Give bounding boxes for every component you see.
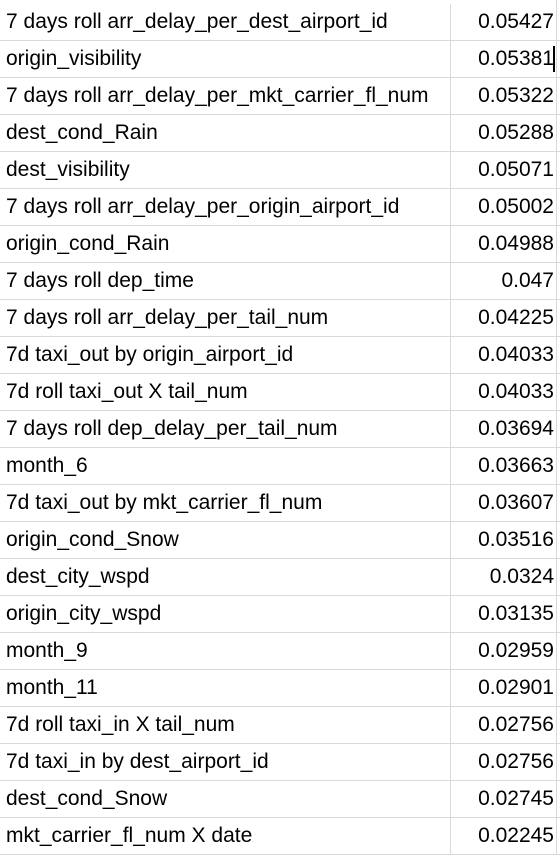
feature-name-cell[interactable]: dest_visibility	[0, 152, 451, 188]
feature-name-cell[interactable]: origin_visibility	[0, 41, 451, 77]
importance-value-cell[interactable]: 0.03694	[478, 417, 554, 440]
feature-name-cell[interactable]: 7 days roll dep_delay_per_tail_num	[0, 411, 451, 447]
table-row: 7 days roll arr_delay_per_dest_airport_i…	[0, 4, 560, 41]
importance-value-cell[interactable]: 0.04225	[478, 306, 554, 329]
feature-name-cell[interactable]: 7 days roll arr_delay_per_origin_airport…	[0, 189, 451, 225]
importance-value-cell[interactable]: 0.02745	[478, 787, 554, 810]
table-row: origin_visibility 0.05381	[0, 41, 560, 78]
importance-value-cell[interactable]: 0.05071	[478, 158, 554, 181]
table-row: origin_cond_Snow 0.03516	[0, 522, 560, 559]
feature-name-cell[interactable]: 7 days roll dep_time	[0, 263, 451, 299]
feature-name-cell[interactable]: month_6	[0, 448, 451, 484]
importance-value-cell[interactable]: 0.05002	[478, 195, 554, 218]
table-row: month_11 0.02901	[0, 670, 560, 707]
importance-value-cell[interactable]: 0.04033	[478, 343, 554, 366]
table-row: 7d taxi_out by mkt_carrier_fl_num 0.03607	[0, 485, 560, 522]
column-divider	[556, 0, 557, 855]
importance-value-cell[interactable]: 0.03135	[478, 602, 554, 625]
table-row: origin_cond_Rain 0.04988	[0, 226, 560, 263]
importance-value-cell[interactable]: 0.03663	[478, 454, 554, 477]
importance-value-cell[interactable]: 0.03607	[478, 491, 554, 514]
importance-value-cell[interactable]: 0.05288	[478, 121, 554, 144]
importance-value-cell[interactable]: 0.02245	[478, 824, 554, 847]
table-row: 7d roll taxi_out X tail_num 0.04033	[0, 374, 560, 411]
importance-value-cell[interactable]: 0.02959	[478, 639, 554, 662]
table-row: dest_visibility 0.05071	[0, 152, 560, 189]
importance-value-cell[interactable]: 0.02756	[478, 713, 554, 736]
feature-name-cell[interactable]: 7d taxi_in by dest_airport_id	[0, 744, 451, 780]
importance-value-cell[interactable]: 0.04988	[478, 232, 554, 255]
feature-name-cell[interactable]: origin_cond_Snow	[0, 522, 451, 558]
importance-value-cell[interactable]: 0.04033	[478, 380, 554, 403]
feature-name-cell[interactable]: 7d taxi_out by origin_airport_id	[0, 337, 451, 373]
table-row: dest_city_wspd 0.0324	[0, 559, 560, 596]
feature-name-cell[interactable]: 7d roll taxi_out X tail_num	[0, 374, 451, 410]
feature-name-cell[interactable]: 7d roll taxi_in X tail_num	[0, 707, 451, 743]
feature-name-cell[interactable]: 7 days roll arr_delay_per_dest_airport_i…	[0, 4, 451, 40]
feature-name-cell[interactable]: 7 days roll arr_delay_per_mkt_carrier_fl…	[0, 78, 451, 114]
importance-value-cell[interactable]: 0.047	[501, 269, 554, 292]
table-row: 7 days roll arr_delay_per_origin_airport…	[0, 189, 560, 226]
text-cursor	[553, 46, 555, 72]
table-row: mkt_carrier_fl_num X date 0.02245	[0, 818, 560, 855]
table-row: 7 days roll dep_delay_per_tail_num 0.0369…	[0, 411, 560, 448]
feature-name-cell[interactable]: 7 days roll arr_delay_per_tail_num	[0, 300, 451, 336]
table-row: dest_cond_Rain 0.05288	[0, 115, 560, 152]
table-row: month_9 0.02959	[0, 633, 560, 670]
feature-name-cell[interactable]: dest_cond_Rain	[0, 115, 451, 151]
importance-value-cell[interactable]: 0.02901	[478, 676, 554, 699]
feature-name-cell[interactable]: 7d taxi_out by mkt_carrier_fl_num	[0, 485, 451, 521]
table-row: 7d roll taxi_in X tail_num 0.02756	[0, 707, 560, 744]
feature-name-cell[interactable]: dest_cond_Snow	[0, 781, 451, 817]
feature-name-cell[interactable]: mkt_carrier_fl_num X date	[0, 818, 451, 854]
feature-name-cell[interactable]: origin_cond_Rain	[0, 226, 451, 262]
table-row: 7 days roll arr_delay_per_tail_num 0.0422…	[0, 300, 560, 337]
table-row: month_6 0.03663	[0, 448, 560, 485]
table-row: dest_cond_Snow 0.02745	[0, 781, 560, 818]
table-row: 7 days roll arr_delay_per_mkt_carrier_fl…	[0, 78, 560, 115]
table-row: 7d taxi_in by dest_airport_id 0.02756	[0, 744, 560, 781]
importance-value-cell[interactable]: 0.0324	[489, 565, 554, 588]
feature-name-cell[interactable]: origin_city_wspd	[0, 596, 451, 632]
importance-value-cell[interactable]: 0.05322	[478, 84, 554, 107]
table-row: 7d taxi_out by origin_airport_id 0.04033	[0, 337, 560, 374]
importance-value-cell[interactable]: 0.03516	[478, 528, 554, 551]
feature-name-cell[interactable]: dest_city_wspd	[0, 559, 451, 595]
table-row: 7 days roll dep_time 0.047	[0, 263, 560, 300]
feature-name-cell[interactable]: month_11	[0, 670, 451, 706]
importance-value-cell[interactable]: 0.05381	[478, 47, 554, 70]
feature-name-cell[interactable]: month_9	[0, 633, 451, 669]
importance-value-cell[interactable]: 0.02756	[478, 750, 554, 773]
importance-value-cell[interactable]: 0.05427	[478, 10, 554, 33]
table-row: origin_city_wspd 0.03135	[0, 596, 560, 633]
